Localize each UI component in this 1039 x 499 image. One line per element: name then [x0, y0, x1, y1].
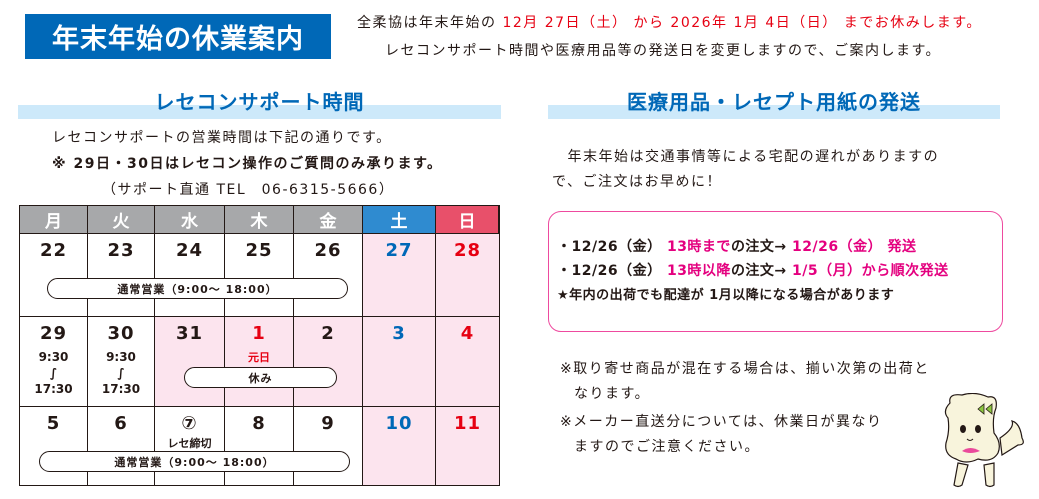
day-number: 6	[114, 413, 128, 434]
shipping-segment: 1/5（月）から順次発送	[792, 263, 949, 279]
calendar-day: 23	[88, 234, 155, 317]
day-number: 23	[107, 240, 135, 261]
day-number: 29	[39, 323, 68, 344]
weekday-header: 日	[436, 206, 499, 234]
shipping-title: 医療用品・レセプト用紙の発送	[627, 90, 921, 114]
calendar-day: 26	[294, 234, 363, 317]
shipping-segment: の注文→	[730, 239, 793, 255]
support-title-bar	[18, 105, 501, 119]
day-number: 10	[385, 413, 413, 434]
day-number: 9	[321, 413, 335, 434]
calendar-day: 6	[88, 407, 155, 485]
weekday-header: 水	[155, 206, 225, 234]
support-line-1: レセコンサポートの営業時間は下記の通りです。	[52, 130, 392, 146]
calendar-day: 29 9:30 ∫ 17:30	[20, 317, 88, 407]
shipping-title-bar	[548, 105, 1000, 119]
calendar-day: 11	[436, 407, 499, 485]
calendar-day: 9	[294, 407, 363, 485]
support-hours: ∫	[49, 366, 58, 380]
day-number: 22	[39, 240, 68, 261]
intro-line-1: 全柔協は年末年始の 12月 27日（土） から 2026年 1月 4日（日） ま…	[357, 12, 982, 32]
calendar-day: 28	[436, 234, 499, 317]
day-number: 11	[453, 413, 482, 434]
support-hours: 9:30	[106, 350, 136, 364]
day-number: 31	[175, 323, 204, 344]
day-note: レセ締切	[167, 437, 212, 450]
calendar-day: 22	[20, 234, 88, 317]
shipping-segment: の注文→	[730, 263, 793, 279]
shipping-segment: 13時まで	[666, 239, 731, 255]
shipping-schedule-box: ・12/26（金） 13時までの注文→ 12/26（金） 発送 ・12/26（金）…	[548, 211, 1003, 332]
business-status-pill: 通常営業（9:00～ 18:00）	[39, 451, 350, 472]
support-line-2: ※ 29日・30日はレセコン操作のご質問のみ承ります。	[52, 156, 443, 172]
shipping-intro-1: 年末年始は交通事情等による宅配の遅れがありますの	[552, 149, 940, 165]
calendar-day: 5	[20, 407, 88, 485]
day-number: 2	[321, 323, 335, 344]
calendar-day: 8	[225, 407, 294, 485]
holiday-calendar: 月火水木金土日 22 23 24 25 26 27 28 29 9:30 ∫ 17:30 30 9:30 ∫…	[19, 205, 500, 486]
day-number: 1	[252, 323, 266, 344]
intro-line-2: レセコンサポート時間や医療用品等の発送日を変更しますので、ご案内します。	[385, 43, 942, 59]
support-hours: 17:30	[101, 382, 141, 396]
business-status-pill: 通常営業（9:00～ 18:00）	[47, 278, 348, 299]
support-title: レセコンサポート時間	[154, 90, 365, 114]
shipping-segment: ★年内の出荷でも配達が 1月以降になる場合があります	[557, 288, 895, 303]
day-number: 25	[245, 240, 273, 261]
note-2b: ますのでご注意ください。	[574, 439, 760, 455]
calendar-day: 27	[363, 234, 436, 317]
weekday-header: 金	[294, 206, 363, 234]
shipping-segment: 12/26（金） 発送	[792, 239, 917, 255]
calendar-day: 25	[225, 234, 294, 317]
intro-segment: 12月 27日（土） から 2026年 1月 4日（日） までお休みします。	[502, 15, 982, 31]
note-1a: ※取り寄せ商品が混在する場合は、揃い次第の出荷と	[560, 361, 930, 377]
intro-segment: 全柔協は年末年始の	[357, 15, 503, 31]
day-number: 24	[175, 240, 204, 261]
support-hours: 17:30	[34, 382, 73, 396]
day-note: 元日	[248, 351, 270, 364]
day-number: 8	[252, 413, 266, 434]
calendar-day: 2	[294, 317, 363, 407]
calendar-day: 24	[155, 234, 225, 317]
shipping-segment: ・12/26（金）	[557, 263, 667, 279]
weekday-header: 火	[88, 206, 155, 234]
day-number: ⑦	[181, 413, 198, 434]
calendar-day: 31	[155, 317, 225, 407]
support-hours: ∫	[117, 366, 125, 380]
note-2a: ※メーカー直送分については、休業日が異なり	[560, 414, 883, 430]
calendar-day: 10	[363, 407, 436, 485]
day-number: 26	[314, 240, 342, 261]
calendar-day: 1 元日	[225, 317, 294, 407]
note-1b: なります。	[574, 386, 651, 402]
shipping-row: ★年内の出荷でも配達が 1月以降になる場合があります	[557, 284, 894, 303]
calendar-day: 30 9:30 ∫ 17:30	[88, 317, 155, 407]
shipping-row: ・12/26（金） 13時までの注文→ 12/26（金） 発送	[557, 236, 917, 256]
calendar-day: 3	[363, 317, 436, 407]
day-number: 3	[392, 323, 406, 344]
day-number: 27	[385, 240, 413, 261]
shipping-segment: ・12/26（金）	[557, 239, 667, 255]
page-title: 年末年始の休業案内	[25, 14, 331, 59]
weekday-header: 土	[363, 206, 436, 234]
shipping-row: ・12/26（金） 13時以降の注文→ 1/5（月）から順次発送	[557, 260, 949, 280]
calendar-day: ⑦ レセ締切	[155, 407, 225, 485]
day-number: 28	[453, 240, 482, 261]
day-number: 5	[46, 413, 61, 434]
day-number: 4	[460, 323, 475, 344]
shipping-intro-2: で、ご注文はお早めに！	[552, 174, 722, 190]
shipping-segment: 13時以降	[666, 263, 731, 279]
support-hours: 9:30	[38, 350, 69, 364]
day-number: 30	[107, 323, 135, 344]
weekday-header: 月	[20, 206, 88, 234]
support-phone: （サポート直通 TEL 06-6315-5666）	[102, 182, 395, 198]
calendar-day: 4	[436, 317, 499, 407]
business-status-pill: 休み	[184, 367, 337, 388]
weekday-header: 木	[225, 206, 294, 234]
dog-mascot-icon	[944, 393, 1024, 488]
